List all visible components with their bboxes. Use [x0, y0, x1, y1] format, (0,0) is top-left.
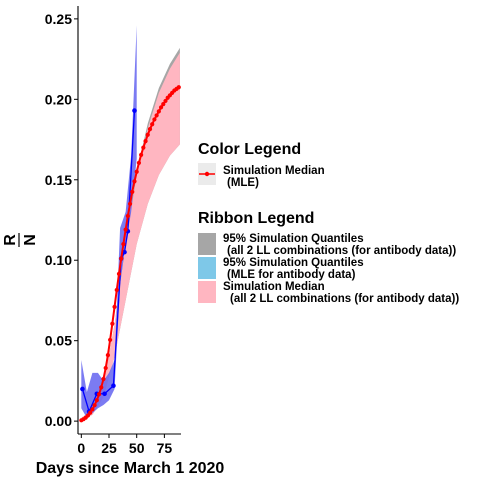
series-4-point-35: [156, 109, 161, 114]
series-4-point-21: [125, 213, 130, 219]
ribbon-legend-label-0-line1: 95% Simulation Quantiles: [223, 233, 364, 245]
y-tick-label-3: 0.15: [45, 172, 72, 188]
series-4-point-37: [161, 102, 166, 107]
ribbon-legend-label-2-line2: (all 2 LL combinations (for antibody dat…: [230, 293, 459, 305]
ribbon-legend-label-1-line1: 95% Simulation Quantiles: [223, 257, 364, 269]
series-4-point-10: [101, 376, 106, 382]
series-4-point-32: [150, 122, 155, 127]
ribbon-legend-label-0-line2: (all 2 LL combinations (for antibody dat…: [227, 245, 456, 257]
series-4-point-13: [108, 337, 113, 342]
x-tick-label-3: 75: [157, 440, 173, 456]
x-tick-label-0: 0: [77, 440, 85, 456]
x-axis-title: Days since March 1 2020: [36, 460, 225, 477]
y-tick-label-4: 0.20: [45, 91, 72, 107]
series-4-point-30: [145, 132, 150, 137]
series-4-point-15: [112, 304, 117, 309]
series-4-point-20: [123, 227, 128, 232]
ribbon-legend-key-0: [198, 233, 216, 255]
series-4-point-19: [121, 242, 126, 247]
series-4-point-18: [119, 256, 124, 261]
axes: [77, 6, 181, 435]
color-legend-label-0-line2: (MLE): [227, 177, 259, 189]
y-axis-title-denominator: N: [22, 234, 39, 246]
series-4-point-14: [110, 321, 115, 326]
y-axis-title-numerator: R: [2, 234, 19, 246]
series-4-point-6: [92, 403, 97, 408]
series-3-point-6: [122, 249, 127, 255]
series-4-point-4: [88, 410, 93, 415]
y-axis-title: R N: [2, 233, 39, 247]
x-tick-label-1: 25: [101, 440, 117, 456]
series-4-point-12: [105, 353, 111, 358]
series-4-point-27: [139, 152, 144, 157]
series-4-point-9: [99, 385, 104, 390]
color-legend-label-0-line1: Simulation Median: [223, 165, 325, 177]
y-tick-label-1: 0.05: [45, 333, 72, 349]
series-4-point-44: [176, 85, 181, 90]
series-4-point-26: [136, 160, 142, 165]
series-4-point-24: [132, 179, 137, 184]
series-4-point-7: [94, 398, 99, 403]
y-ticks: 0.00 0.05 0.10 0.15 0.20 0.25: [45, 11, 78, 429]
series-4-point-16: [114, 287, 119, 293]
color-legend-key-point-0: [204, 171, 210, 177]
series-4-point-31: [147, 126, 153, 132]
series-4-point-11: [103, 365, 108, 371]
ribbon-legend-title: Ribbon Legend: [198, 210, 314, 227]
series-3-point-8: [132, 108, 137, 113]
series-3-point-4: [111, 383, 116, 389]
color-legend-title: Color Legend: [198, 141, 301, 158]
series-4-point-8: [96, 392, 102, 397]
series-4-point-36: [158, 105, 164, 110]
series-4-point-23: [130, 189, 135, 194]
series-4-point-5: [90, 407, 95, 412]
series-2-data-ribbon: [81, 25, 137, 418]
x-ticks: 0 25 50 75: [77, 434, 172, 456]
series-1-ribbon: [81, 52, 180, 422]
ribbon-legend-label-1-line2: (MLE for antibody data): [227, 269, 356, 281]
color-legend: Color Legend Simulation Median (MLE): [198, 141, 325, 189]
ribbon-legend-key-2: [198, 281, 216, 303]
y-tick-label-0: 0.00: [45, 413, 72, 429]
ribbon-legend-label-2-line1: Simulation Median: [223, 281, 325, 293]
series-3-point-0: [80, 386, 85, 392]
y-tick-label-2: 0.10: [45, 252, 72, 268]
series-3-point-3: [102, 391, 107, 397]
plot-area: [79, 25, 181, 423]
y-tick-label-5: 0.25: [45, 11, 72, 27]
series-4-point-22: [127, 201, 133, 207]
series-4-point-38: [163, 98, 168, 104]
ribbon-legend-key-1: [198, 257, 216, 279]
series-4-point-33: [152, 117, 157, 122]
series-4-point-28: [141, 145, 146, 150]
ribbon-legend: Ribbon Legend 95% Simulation Quantiles (…: [198, 210, 459, 305]
series-4-point-17: [116, 271, 122, 277]
series-4-point-34: [154, 113, 159, 118]
x-tick-label-2: 50: [129, 440, 145, 456]
series-4-point-29: [143, 139, 148, 144]
series-4-point-25: [134, 169, 139, 174]
